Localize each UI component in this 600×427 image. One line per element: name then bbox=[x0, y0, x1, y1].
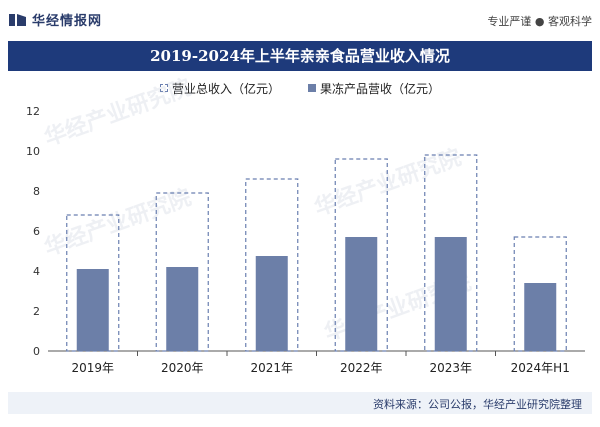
y-tick-label: 6 bbox=[33, 225, 40, 238]
jelly-revenue-bar bbox=[434, 237, 467, 351]
y-tick-label: 0 bbox=[33, 345, 40, 358]
legend-label-jelly-revenue: 果冻产品营收（亿元） bbox=[320, 81, 441, 96]
legend-item-jelly-revenue: 果冻产品营收（亿元） bbox=[308, 80, 440, 97]
slogan: 专业严谨 ● 客观科学 bbox=[487, 15, 592, 28]
title-bar: 2019-2024年上半年亲亲食品营业收入情况 bbox=[8, 41, 592, 71]
y-tick-label: 2 bbox=[33, 305, 40, 318]
legend-swatch-solid bbox=[308, 84, 316, 92]
logo-icon bbox=[8, 12, 28, 28]
legend-label-total-revenue: 营业总收入（亿元） bbox=[171, 81, 280, 96]
chart-title: 2019-2024年上半年亲亲食品营业收入情况 bbox=[150, 47, 450, 65]
x-category-label: 2020年 bbox=[161, 361, 204, 375]
legend-swatch-dashed bbox=[159, 84, 168, 92]
source-note: 资料来源：公司公报，华经产业研究院整理 bbox=[373, 398, 582, 411]
jelly-revenue-bar bbox=[76, 269, 109, 351]
x-category-label: 2022年 bbox=[340, 361, 383, 375]
x-category-label: 2024年H1 bbox=[511, 361, 570, 375]
legend-item-total-revenue: 营业总收入（亿元） bbox=[159, 80, 280, 97]
jelly-revenue-bar bbox=[524, 283, 557, 351]
y-tick-label: 4 bbox=[33, 265, 40, 278]
legend: 营业总收入（亿元） 果冻产品营收（亿元） bbox=[0, 78, 600, 98]
source-bar: 资料来源：公司公报，华经产业研究院整理 bbox=[8, 392, 592, 414]
y-tick-label: 12 bbox=[26, 105, 40, 118]
x-category-label: 2023年 bbox=[429, 361, 472, 375]
y-tick-label: 8 bbox=[33, 185, 40, 198]
top-bar: 华经情报网 专业严谨 ● 客观科学 bbox=[0, 0, 600, 36]
x-category-label: 2019年 bbox=[71, 361, 114, 375]
logo-text: 华经情报网 bbox=[32, 14, 103, 29]
logo: 华经情报网 bbox=[8, 10, 102, 29]
x-category-label: 2021年 bbox=[250, 361, 293, 375]
jelly-revenue-bar bbox=[166, 267, 199, 351]
jelly-revenue-bar bbox=[345, 237, 378, 351]
jelly-revenue-bar bbox=[255, 256, 288, 351]
y-tick-label: 10 bbox=[26, 145, 40, 158]
